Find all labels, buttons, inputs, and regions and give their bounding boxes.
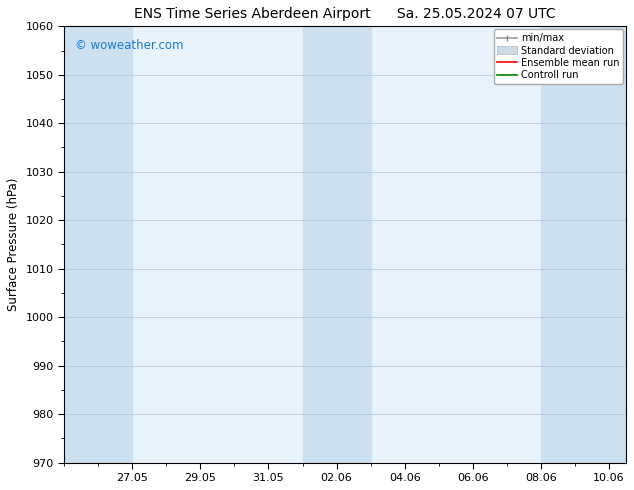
Y-axis label: Surface Pressure (hPa): Surface Pressure (hPa): [7, 178, 20, 311]
Bar: [64, 26, 132, 463]
Title: ENS Time Series Aberdeen Airport      Sa. 25.05.2024 07 UTC: ENS Time Series Aberdeen Airport Sa. 25.…: [134, 7, 556, 21]
Bar: [541, 26, 626, 463]
Text: © woweather.com: © woweather.com: [75, 39, 184, 52]
Bar: [302, 26, 371, 463]
Legend: min/max, Standard deviation, Ensemble mean run, Controll run: min/max, Standard deviation, Ensemble me…: [494, 29, 623, 84]
